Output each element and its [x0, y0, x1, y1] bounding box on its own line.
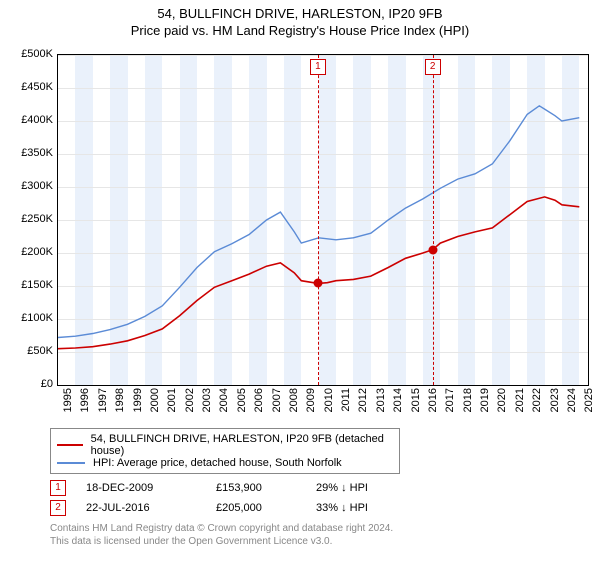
title-block: 54, BULLFINCH DRIVE, HARLESTON, IP20 9FB… — [0, 6, 600, 38]
event-marker-1: 1 — [50, 480, 66, 496]
event-marker-2: 2 — [50, 500, 66, 516]
plot-area: 12 — [57, 54, 589, 386]
x-tick-label: 2008 — [288, 388, 300, 412]
x-tick-label: 2021 — [514, 388, 526, 412]
x-tick-label: 1998 — [114, 388, 126, 412]
event-row-2: 2 22-JUL-2016 £205,000 33% ↓ HPI — [50, 500, 586, 516]
x-tick-label: 2005 — [236, 388, 248, 412]
x-tick-label: 2011 — [340, 388, 352, 412]
x-tick-label: 2017 — [444, 388, 456, 412]
sale-dot-1 — [313, 279, 322, 288]
y-tick-label: £0 — [7, 378, 53, 390]
y-tick-label: £500K — [7, 48, 53, 60]
legend-item-hpi: HPI: Average price, detached house, Sout… — [57, 457, 393, 469]
y-tick-label: £400K — [7, 114, 53, 126]
event-row-1: 1 18-DEC-2009 £153,900 29% ↓ HPI — [50, 480, 586, 496]
x-tick-label: 2007 — [271, 388, 283, 412]
x-tick-label: 2006 — [253, 388, 265, 412]
attribution-line1: Contains HM Land Registry data © Crown c… — [50, 522, 586, 535]
event-flag-2: 2 — [425, 59, 441, 75]
legend-label-hpi: HPI: Average price, detached house, Sout… — [93, 457, 342, 469]
x-tick-label: 2010 — [323, 388, 335, 412]
event-line-1 — [318, 55, 319, 385]
price-chart: £0 £50K £100K £150K £200K £250K £300K £350K £400… — [7, 48, 593, 424]
event-price-1: £153,900 — [216, 482, 316, 494]
attribution-line2: This data is licensed under the Open Gov… — [50, 535, 586, 548]
x-tick-label: 2002 — [184, 388, 196, 412]
chart-lines — [58, 55, 588, 385]
sale-dot-2 — [428, 245, 437, 254]
x-tick-label: 2020 — [496, 388, 508, 412]
x-tick-label: 2016 — [427, 388, 439, 412]
legend-swatch-property — [57, 444, 83, 446]
page-subtitle: Price paid vs. HM Land Registry's House … — [0, 23, 600, 38]
y-tick-label: £100K — [7, 312, 53, 324]
y-tick-label: £250K — [7, 213, 53, 225]
x-tick-label: 1999 — [132, 388, 144, 412]
x-tick-label: 2019 — [479, 388, 491, 412]
x-tick-label: 2000 — [149, 388, 161, 412]
event-line-2 — [433, 55, 434, 385]
x-tick-label: 2022 — [531, 388, 543, 412]
event-date-2: 22-JUL-2016 — [86, 502, 216, 514]
x-tick-label: 2025 — [583, 388, 595, 412]
x-tick-label: 1997 — [97, 388, 109, 412]
y-tick-label: £50K — [7, 345, 53, 357]
x-tick-label: 1995 — [62, 388, 74, 412]
event-delta-1: 29% ↓ HPI — [316, 482, 368, 494]
y-tick-label: £450K — [7, 81, 53, 93]
legend-item-property: 54, BULLFINCH DRIVE, HARLESTON, IP20 9FB… — [57, 433, 393, 457]
legend-label-property: 54, BULLFINCH DRIVE, HARLESTON, IP20 9FB… — [91, 433, 393, 457]
x-tick-label: 2013 — [375, 388, 387, 412]
events-table: 1 18-DEC-2009 £153,900 29% ↓ HPI 2 22-JU… — [50, 480, 586, 516]
x-tick-label: 2003 — [201, 388, 213, 412]
y-tick-label: £350K — [7, 147, 53, 159]
y-tick-label: £200K — [7, 246, 53, 258]
x-tick-label: 2009 — [305, 388, 317, 412]
attribution: Contains HM Land Registry data © Crown c… — [50, 522, 586, 548]
event-date-1: 18-DEC-2009 — [86, 482, 216, 494]
x-tick-label: 2012 — [357, 388, 369, 412]
x-tick-label: 2001 — [166, 388, 178, 412]
x-tick-label: 2023 — [549, 388, 561, 412]
x-tick-label: 1996 — [79, 388, 91, 412]
x-tick-label: 2004 — [218, 388, 230, 412]
y-tick-label: £150K — [7, 279, 53, 291]
legend-swatch-hpi — [57, 462, 85, 464]
event-price-2: £205,000 — [216, 502, 316, 514]
x-tick-label: 2014 — [392, 388, 404, 412]
event-flag-1: 1 — [310, 59, 326, 75]
page-title: 54, BULLFINCH DRIVE, HARLESTON, IP20 9FB — [0, 6, 600, 21]
x-tick-label: 2018 — [462, 388, 474, 412]
y-tick-label: £300K — [7, 180, 53, 192]
legend: 54, BULLFINCH DRIVE, HARLESTON, IP20 9FB… — [50, 428, 400, 474]
event-delta-2: 33% ↓ HPI — [316, 502, 368, 514]
x-tick-label: 2015 — [410, 388, 422, 412]
x-tick-label: 2024 — [566, 388, 578, 412]
